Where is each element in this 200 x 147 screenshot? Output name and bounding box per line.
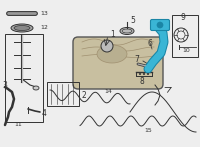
Text: 7: 7	[134, 55, 139, 64]
FancyBboxPatch shape	[151, 20, 170, 30]
Text: 10: 10	[182, 47, 190, 52]
Ellipse shape	[97, 45, 127, 63]
Text: 2: 2	[81, 91, 86, 100]
Ellipse shape	[33, 86, 39, 90]
Text: 3: 3	[2, 81, 7, 90]
Ellipse shape	[122, 29, 132, 33]
Text: 13: 13	[40, 10, 48, 15]
Text: 8: 8	[140, 76, 145, 86]
Text: 14: 14	[104, 88, 112, 93]
Circle shape	[157, 22, 163, 28]
Circle shape	[143, 73, 145, 75]
Text: 5: 5	[130, 15, 135, 25]
Bar	[5, 34, 43, 122]
Text: 6: 6	[147, 39, 152, 47]
Circle shape	[147, 73, 149, 75]
Circle shape	[139, 73, 141, 75]
Text: 9: 9	[181, 12, 185, 21]
Circle shape	[101, 40, 113, 52]
Text: 15: 15	[144, 128, 152, 133]
Bar	[172, 15, 198, 57]
Text: 12: 12	[40, 25, 48, 30]
Ellipse shape	[14, 25, 30, 30]
Text: 11: 11	[14, 122, 22, 127]
FancyBboxPatch shape	[73, 37, 163, 89]
Ellipse shape	[120, 27, 134, 35]
Ellipse shape	[11, 24, 33, 32]
Text: 4: 4	[42, 108, 47, 117]
Text: 1: 1	[110, 30, 115, 39]
